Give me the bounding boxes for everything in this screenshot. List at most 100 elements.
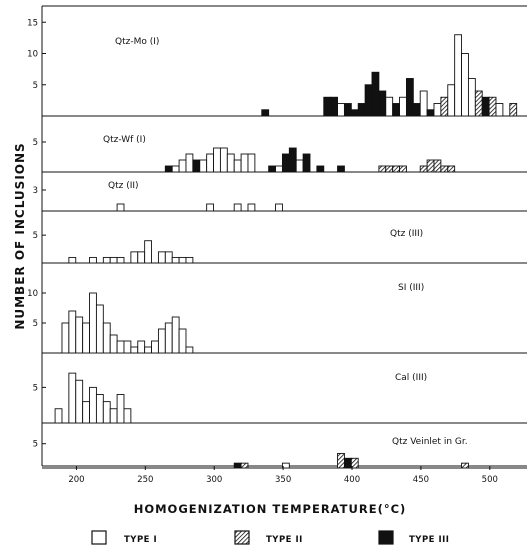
bar — [447, 165, 456, 173]
y-tick-label: 5 — [33, 440, 38, 450]
bar — [164, 322, 173, 354]
legend: TYPE I TYPE II TYPE III — [91, 530, 449, 545]
bar — [399, 165, 407, 173]
bar — [185, 153, 194, 173]
y-tick-label: 5 — [33, 138, 38, 148]
y-tick-label: 5 — [33, 383, 38, 393]
bar — [405, 78, 414, 117]
x-axis-title: HOMOGENIZATION TEMPERATURE(°C) — [134, 502, 407, 516]
legend-label-type-i: TYPE I — [124, 535, 157, 545]
y-tick-label: 5 — [33, 231, 38, 241]
bar — [233, 203, 242, 212]
bar — [95, 304, 104, 354]
bar — [461, 462, 469, 469]
bar — [178, 159, 187, 173]
panel-1: 5 10 15 Qtz-Mo (I) — [27, 18, 527, 117]
bar — [151, 340, 159, 354]
bar — [392, 165, 400, 173]
legend-swatch-solid — [378, 530, 394, 545]
bar — [144, 346, 152, 354]
bar — [240, 462, 249, 469]
bar — [302, 153, 311, 173]
bar — [419, 90, 428, 117]
bar — [130, 346, 139, 354]
bar — [233, 462, 242, 469]
bar — [288, 147, 297, 173]
bar — [61, 322, 70, 354]
bar — [89, 256, 97, 264]
bar — [433, 159, 442, 173]
bar — [123, 340, 132, 354]
bar — [364, 84, 373, 117]
bar — [233, 159, 242, 173]
bar — [178, 256, 187, 264]
bar — [378, 165, 387, 173]
bar — [109, 334, 118, 354]
y-tick-label: 3 — [33, 186, 38, 196]
bar — [385, 165, 394, 173]
bar — [495, 103, 504, 117]
bar — [330, 96, 338, 117]
bar — [89, 292, 97, 354]
x-tick-label: 450 — [413, 475, 429, 485]
bar — [123, 408, 132, 424]
bar — [102, 322, 111, 354]
panel-7: 5 Qtz Veinlet in Gr. — [33, 437, 527, 469]
bar — [454, 34, 463, 117]
bar — [89, 386, 97, 424]
bar — [509, 103, 518, 117]
bar — [102, 401, 111, 424]
x-tick-label: 300 — [206, 475, 222, 485]
bar — [102, 256, 111, 264]
bar — [75, 316, 84, 354]
bar — [419, 165, 428, 173]
bar — [337, 452, 345, 469]
bar — [206, 203, 214, 212]
bar — [130, 251, 139, 264]
bar — [164, 165, 173, 173]
y-tick-label: 15 — [27, 18, 38, 28]
bar — [137, 340, 146, 354]
panel-3: 3 Qtz (II) — [33, 181, 527, 212]
bar — [343, 457, 352, 469]
panel-label: Qtz-Wf (I) — [103, 135, 146, 145]
bar — [343, 103, 352, 117]
y-axis-title: NUMBER OF INCLUSIONS — [13, 142, 27, 329]
bar — [433, 103, 442, 117]
bar — [281, 462, 290, 469]
legend-swatch-open — [91, 530, 107, 545]
bar — [378, 90, 387, 117]
bar — [247, 153, 256, 173]
panel-label: Qtz Veinlet in Gr. — [392, 437, 468, 447]
bar — [412, 103, 421, 117]
bar — [116, 203, 125, 212]
bar — [426, 109, 435, 117]
bar — [109, 256, 118, 264]
bar — [157, 328, 166, 354]
bar — [371, 71, 380, 117]
panel-label: Qtz (II) — [108, 181, 139, 191]
bar — [68, 256, 77, 264]
bar — [275, 203, 283, 212]
bar — [116, 256, 125, 264]
panel-label: Qtz (III) — [390, 229, 423, 239]
bar — [350, 109, 359, 117]
bar — [164, 251, 173, 264]
y-tick-label: 10 — [27, 50, 38, 60]
bar — [171, 316, 180, 354]
x-tick-label: 400 — [344, 475, 360, 485]
legend-label-type-iii: TYPE III — [409, 535, 449, 545]
bar — [109, 408, 118, 424]
x-tick-label: 500 — [482, 475, 498, 485]
bar — [219, 147, 228, 173]
bar — [281, 153, 290, 173]
x-tick-label: 200 — [68, 475, 84, 485]
bar — [75, 379, 84, 424]
panel-label: Cal (III) — [395, 373, 427, 383]
bar — [116, 394, 125, 424]
histogram-panels: 5 10 15 Qtz-Mo (I) 5 Qtz-Wf (I) 3 Qtz (II) 5 Qtz … — [27, 18, 527, 469]
bar — [199, 159, 208, 173]
bar — [440, 96, 449, 117]
legend-item-type-iii: TYPE III — [378, 530, 449, 545]
